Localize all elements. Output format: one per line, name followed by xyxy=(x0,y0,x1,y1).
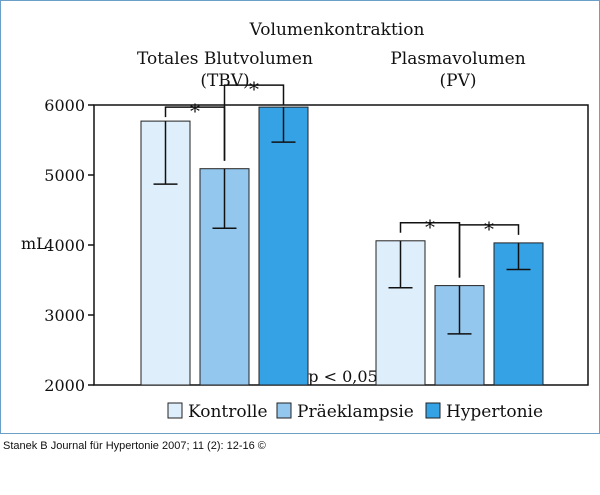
y-tick-label-2000: 2000 xyxy=(44,376,85,395)
y-tick-label-3000: 3000 xyxy=(44,306,85,325)
chart-title: Volumenkontraktion xyxy=(249,20,425,40)
legend-label-präeklampsie: Präeklampsie xyxy=(297,402,414,422)
group-2-title-line-1: Plasmavolumen xyxy=(390,49,525,69)
y-axis-label: mL xyxy=(21,234,47,253)
legend-swatch-kontrolle xyxy=(167,402,183,419)
bar-chart: Volumenkontraktion 2000 3000 4000 5000 6000 mL… xyxy=(21,20,589,422)
significance-bracket-1-2 xyxy=(223,84,285,161)
group-2-title-line-2: (PV) xyxy=(440,71,477,91)
group-1-title-line-2: (TBV) xyxy=(200,71,249,91)
source-caption: Stanek B Journal für Hypertonie 2007; 11… xyxy=(3,440,266,452)
p-value-annotation: p < 0,05 xyxy=(308,367,377,386)
y-tick-label-5000: 5000 xyxy=(44,166,85,185)
significance-star-2-1: * xyxy=(425,215,435,239)
group-1-title-line-1: Totales Blutvolumen xyxy=(137,49,313,69)
significance-bracket-2-2 xyxy=(458,224,520,278)
bar-2-kontrolle xyxy=(375,240,426,386)
chart-frame: Volumenkontraktion 2000 3000 4000 5000 6000 mL… xyxy=(0,0,600,434)
bar-2-hypertonie xyxy=(493,242,544,386)
legend-swatch-hypertonie xyxy=(425,402,441,419)
legend-label-hypertonie: Hypertonie xyxy=(446,402,543,422)
significance-star-2-2: * xyxy=(484,217,494,241)
significance-star-1-1: * xyxy=(190,99,200,123)
significance-star-1-2: * xyxy=(249,77,259,101)
y-tick-label-4000: 4000 xyxy=(44,236,85,255)
y-tick-label-6000: 6000 xyxy=(44,96,85,115)
legend-swatch-präeklampsie xyxy=(276,402,292,419)
legend-label-kontrolle: Kontrolle xyxy=(188,402,268,422)
bar-1-hypertonie xyxy=(258,106,309,386)
